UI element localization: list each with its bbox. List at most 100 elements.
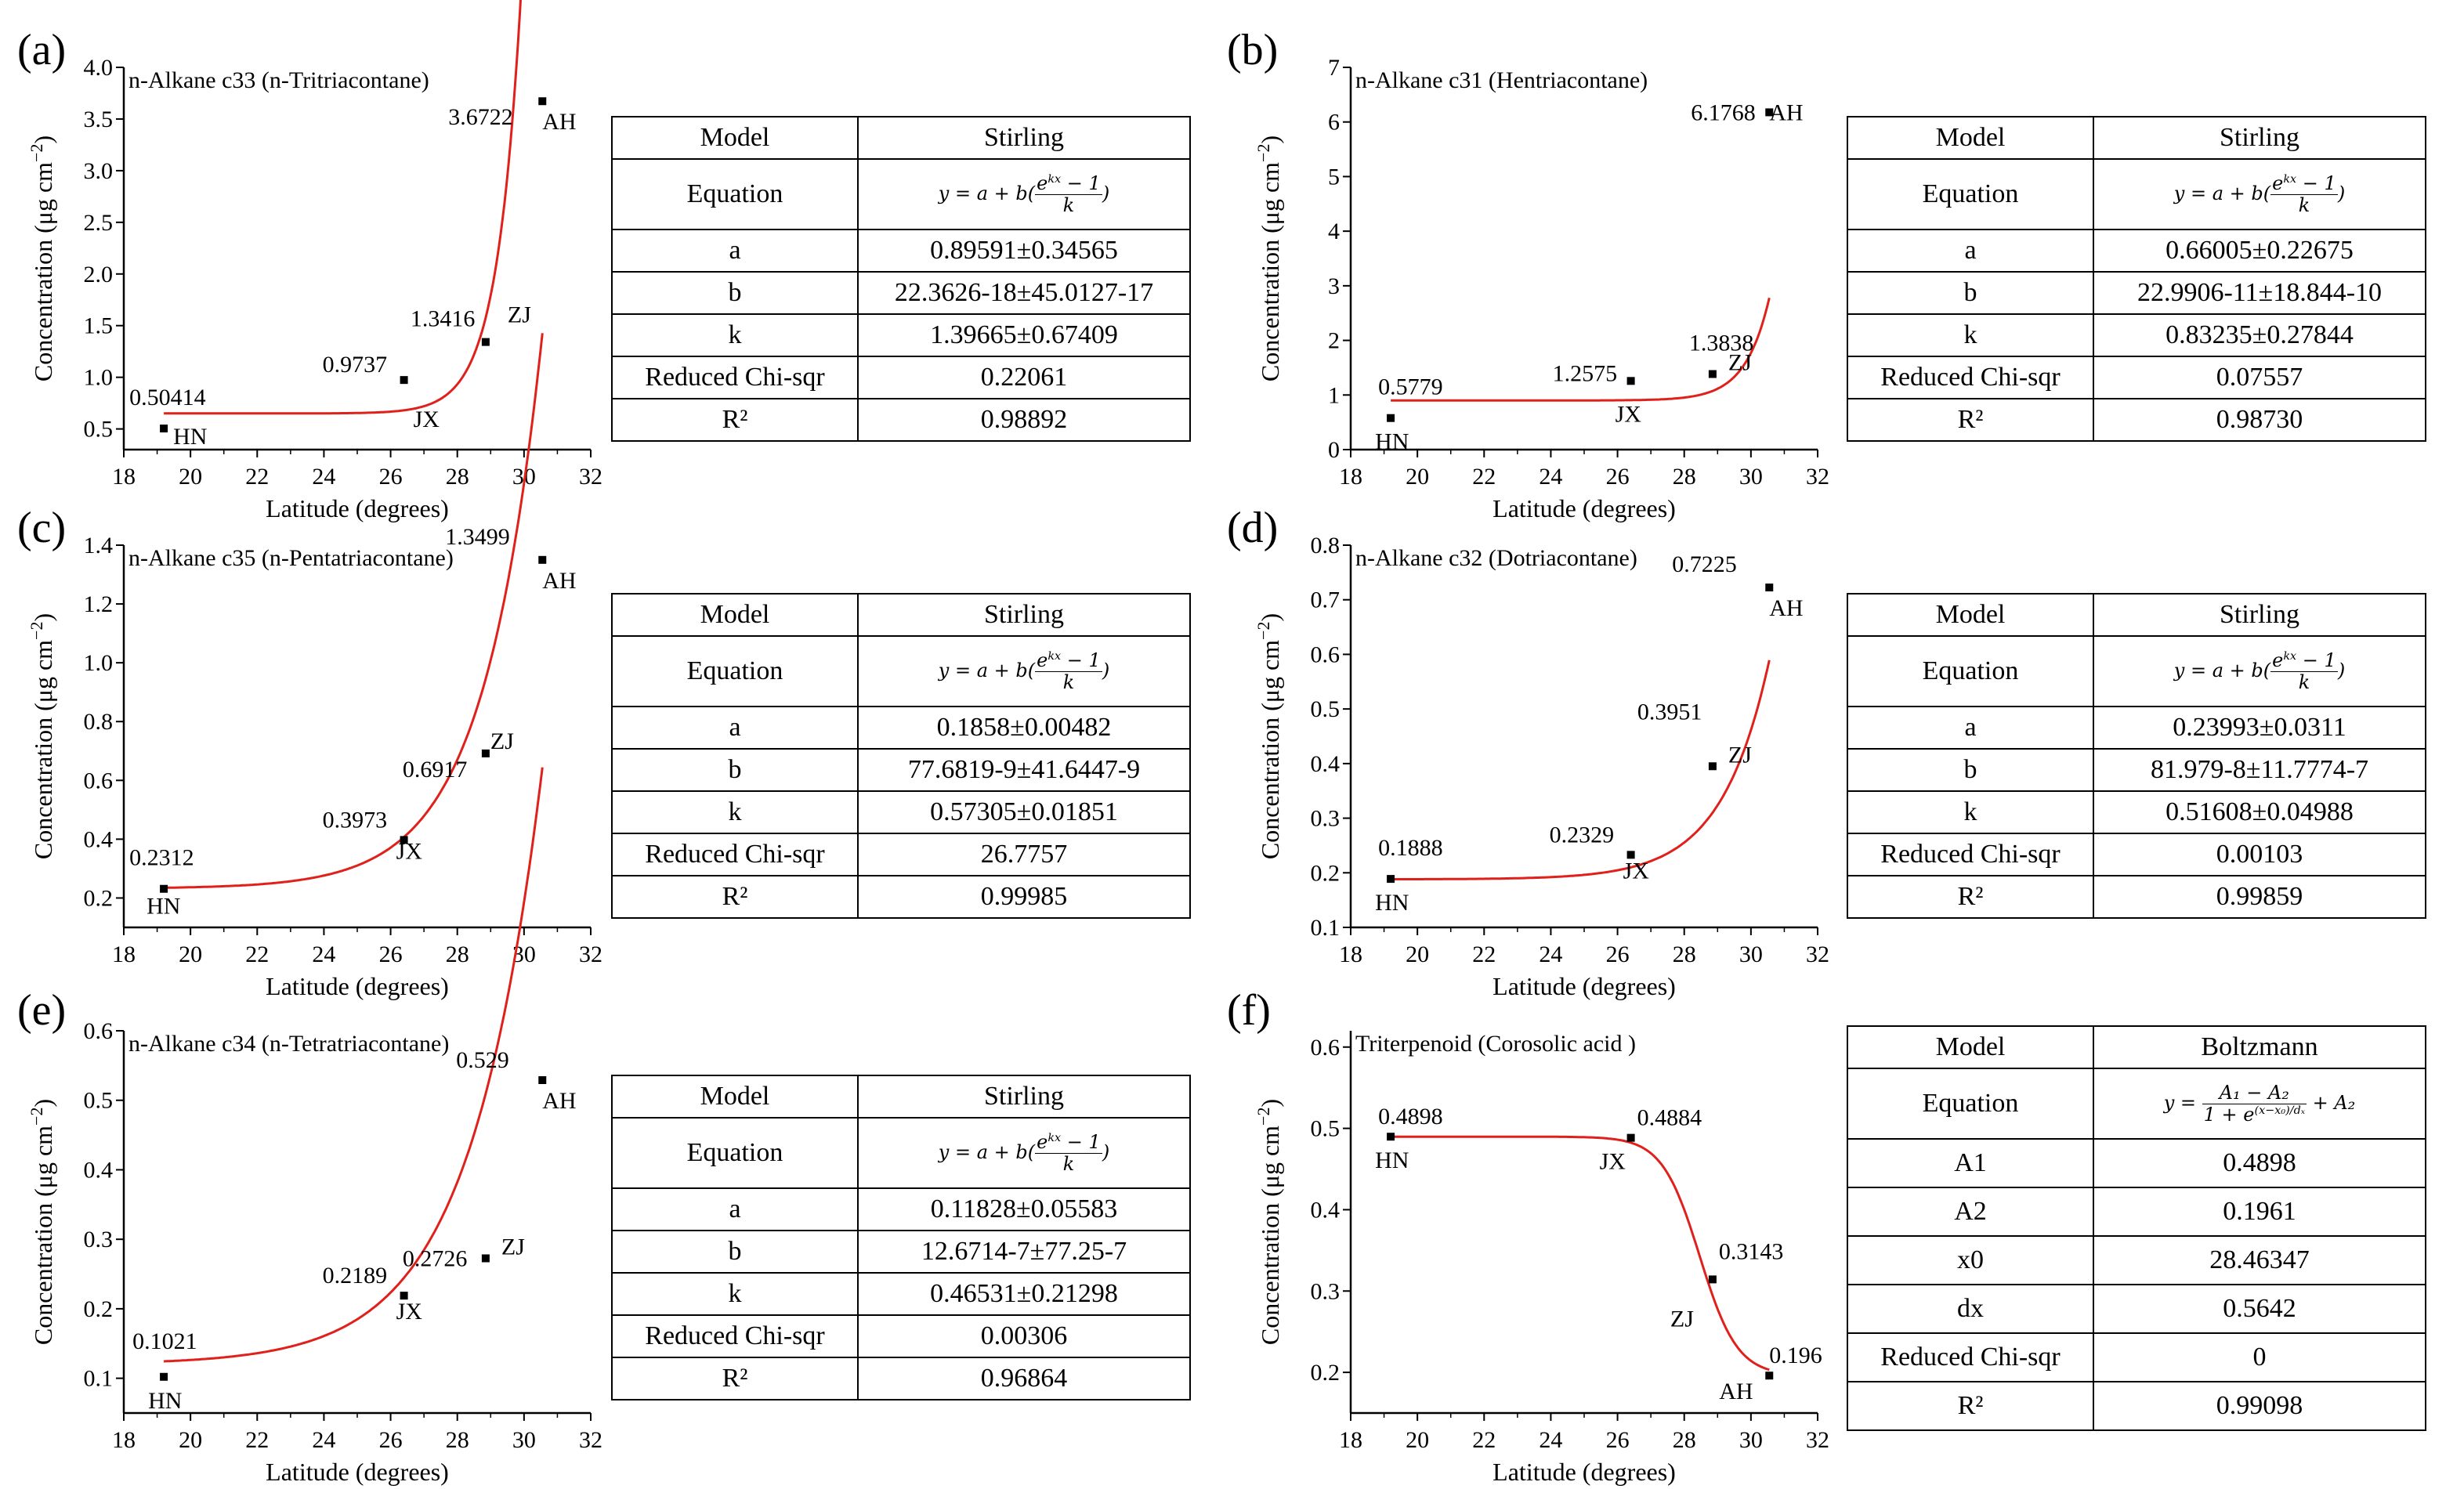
value-label: 0.7225 <box>1672 551 1737 577</box>
site-label: JX <box>1623 858 1650 884</box>
table-value: 1.39665±0.67409 <box>857 313 1191 357</box>
x-tick-label: 26 <box>1606 941 1630 967</box>
site-label: HN <box>148 1388 182 1414</box>
x-tick-label: 32 <box>1806 941 1829 967</box>
site-label: JX <box>396 838 423 864</box>
table-param: Reduced Chi-sqr <box>1847 356 2094 399</box>
y-axis-label: Concentration (μg cm−2) <box>1254 136 1284 381</box>
site-label: HN <box>1375 429 1409 455</box>
y-tick-label: 0.4 <box>84 1157 114 1183</box>
table-value: 0.00103 <box>2093 833 2426 876</box>
y-tick-label: 4.0 <box>84 55 114 81</box>
table-row: a 0.23993±0.0311 <box>1847 706 2426 750</box>
table-param: k <box>1847 313 2094 357</box>
table-header-model: Model <box>1847 1025 2094 1069</box>
table-value: 0.1961 <box>2093 1187 2426 1237</box>
site-label: HN <box>1375 1147 1409 1173</box>
x-tick-label: 22 <box>245 464 269 490</box>
table-row: k 0.83235±0.27844 <box>1847 313 2426 357</box>
y-tick-label: 0.4 <box>1311 1197 1341 1223</box>
panel-label: (c) <box>17 504 66 552</box>
y-tick-label: 0.7 <box>1311 587 1341 613</box>
table-header-model-name: Boltzmann <box>2093 1025 2426 1069</box>
x-tick-label: 32 <box>579 1427 602 1453</box>
site-label: JX <box>1616 401 1642 427</box>
table-row: a 0.89591±0.34565 <box>611 229 1191 273</box>
table-row: b 22.3626-18±45.0127-17 <box>611 271 1191 315</box>
site-label: AH <box>542 1088 576 1114</box>
chart-title: Triterpenoid (Corosolic acid ) <box>1355 1031 1636 1057</box>
fit-table-a: Model Stirling Equation y = a + b(ekx − 1 k)… <box>611 116 1191 442</box>
table-header-model: Model <box>1847 116 2094 160</box>
table-header-model-name: Stirling <box>2093 593 2426 637</box>
x-tick-label: 24 <box>312 941 335 967</box>
chart-panel-3: (d) 18 20 22 24 26 28 30 32 0.1 0.2 0.3 0.4 0.5 0.6 0.7… <box>1227 504 1829 1000</box>
table-value: 0.5642 <box>2093 1284 2426 1334</box>
x-tick-label: 26 <box>379 941 403 967</box>
table-value: 28.46347 <box>2093 1235 2426 1285</box>
value-label: 0.6917 <box>403 757 468 782</box>
table-value: 0.11828±0.05583 <box>857 1187 1191 1231</box>
y-tick-label: 4 <box>1328 219 1340 244</box>
chart-panel-2: (c)18 20 22 24 26 28 30 320.20.40.60.81.01.21.4… <box>17 333 602 1000</box>
value-label: 1.2575 <box>1553 360 1618 386</box>
site-label: ZJ <box>490 728 514 754</box>
table-value: 0.07557 <box>2093 356 2426 399</box>
x-tick-label: 32 <box>1806 1427 1829 1453</box>
x-tick-label: 22 <box>1472 464 1496 490</box>
fit-curve <box>1391 297 1771 402</box>
y-tick-label: 0.2 <box>1311 1360 1341 1386</box>
y-tick-label: 0.3 <box>1311 1278 1341 1304</box>
table-header-model-name: Stirling <box>2093 116 2426 160</box>
data-point-ah <box>538 555 547 564</box>
chart-title: n-Alkane c34 (n-Tetratriacontane) <box>128 1031 449 1057</box>
site-label: ZJ <box>501 1234 525 1260</box>
table-row: b 81.979-8±11.7774-7 <box>1847 748 2426 792</box>
x-tick-label: 28 <box>1673 941 1696 967</box>
table-param: a <box>1847 706 2094 750</box>
site-label: HN <box>1375 890 1409 916</box>
table-row: k 0.51608±0.04988 <box>1847 790 2426 834</box>
table-value: 0.22061 <box>857 356 1191 399</box>
value-label: 3.6722 <box>448 104 513 130</box>
y-tick-label: 6 <box>1328 110 1340 136</box>
chart-title: n-Alkane c33 (n-Tritriacontane) <box>128 67 429 93</box>
table-row: x0 28.46347 <box>1847 1235 2426 1285</box>
y-tick-label: 0.4 <box>1311 751 1341 777</box>
data-point-jx <box>400 836 408 844</box>
y-tick-label: 1.0 <box>84 650 114 676</box>
table-row: k 0.46531±0.21298 <box>611 1272 1191 1316</box>
x-tick-label: 26 <box>1606 464 1630 490</box>
table-value: 0.96864 <box>857 1357 1191 1400</box>
table-header-model: Model <box>611 1075 859 1119</box>
value-label: 0.529 <box>456 1047 509 1073</box>
table-equation: y = a + b(ekx − 1 k) <box>2093 158 2426 230</box>
value-label: 0.2312 <box>129 845 194 871</box>
table-equation-label: Equation <box>1847 635 2094 707</box>
fit-table-b: Model Stirling Equation y = a + b(ekx − 1 k)… <box>1847 116 2426 442</box>
site-label: ZJ <box>1728 350 1752 376</box>
x-tick-label: 20 <box>1406 941 1429 967</box>
table-row: dx 0.5642 <box>1847 1284 2426 1334</box>
y-tick-label: 1.2 <box>84 591 114 617</box>
table-value: 0.66005±0.22675 <box>2093 229 2426 273</box>
panel-label: (d) <box>1227 504 1278 552</box>
x-tick-label: 28 <box>446 464 469 490</box>
y-tick-label: 0.8 <box>84 709 114 735</box>
data-point-hn <box>160 884 168 893</box>
data-point-hn <box>1387 414 1395 422</box>
x-tick-label: 24 <box>312 1427 335 1453</box>
table-value: 22.3626-18±45.0127-17 <box>857 271 1191 315</box>
x-tick-label: 28 <box>1673 464 1696 490</box>
y-tick-label: 0.2 <box>84 885 114 911</box>
chart-title: n-Alkane c32 (Dotriacontane) <box>1355 545 1637 571</box>
x-tick-label: 26 <box>1606 1427 1630 1453</box>
y-tick-label: 0.6 <box>84 768 114 793</box>
site-label: JX <box>396 1299 423 1325</box>
data-point-jx <box>1626 851 1635 859</box>
data-point-hn <box>1387 875 1395 884</box>
data-point-zj <box>1708 370 1717 378</box>
table-equation-label: Equation <box>1847 158 2094 230</box>
table-param: k <box>611 313 859 357</box>
